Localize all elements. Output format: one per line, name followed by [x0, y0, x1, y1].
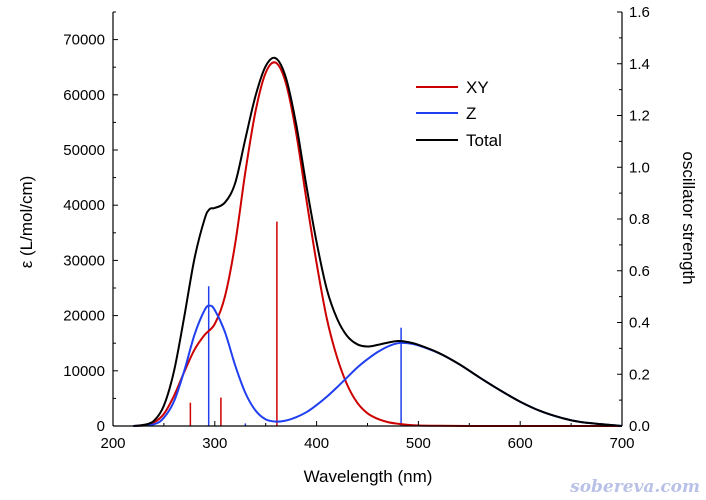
series-line-total [133, 56, 623, 427]
y2-axis-title: oscillator strength [679, 151, 698, 284]
series-line-z [133, 304, 623, 427]
y-tick-label-30000: 30000 [63, 252, 105, 269]
x-axis-title: Wavelength (nm) [304, 467, 433, 486]
y2-tick-label-0.0: 0.0 [629, 418, 650, 435]
y-tick-label-60000: 60000 [63, 87, 105, 104]
x-tick-label-500: 500 [406, 435, 431, 452]
y2-tick-label-1.0: 1.0 [629, 159, 650, 176]
y-axis-title: ε (L/mol/cm) [17, 176, 36, 269]
x-tick-label-200: 200 [100, 435, 125, 452]
y-tick-label-50000: 50000 [63, 142, 105, 159]
tick-labels: 200 300 400 500 600 700 0 10000 20000 30000 40000 5… [63, 4, 650, 452]
legend: XY Z Total [416, 78, 502, 150]
y2-tick-label-0.8: 0.8 [629, 211, 650, 228]
y2-tick-label-1.4: 1.4 [629, 56, 650, 73]
x-tick-label-700: 700 [609, 435, 634, 452]
y2-tick-label-0.2: 0.2 [629, 366, 650, 383]
spectrum-curves [133, 56, 623, 428]
x-tick-label-600: 600 [508, 435, 533, 452]
legend-label-total: Total [466, 131, 502, 150]
watermark-text: sobereva.com [569, 477, 700, 497]
y-tick-label-40000: 40000 [63, 197, 105, 214]
oscillator-sticks [189, 221, 402, 426]
y2-tick-label-0.4: 0.4 [629, 315, 650, 332]
axes [112, 11, 623, 427]
y-tick-label-0: 0 [97, 418, 105, 435]
legend-label-xy: XY [466, 78, 489, 97]
y-tick-label-70000: 70000 [63, 32, 105, 49]
y2-tick-label-1.2: 1.2 [629, 108, 650, 125]
legend-label-z: Z [466, 104, 476, 123]
y-tick-label-20000: 20000 [63, 308, 105, 325]
y2-tick-label-0.6: 0.6 [629, 263, 650, 280]
y-tick-label-10000: 10000 [63, 363, 105, 380]
x-tick-label-400: 400 [304, 435, 329, 452]
y2-tick-label-1.6: 1.6 [629, 4, 650, 21]
series-line-xy [133, 61, 623, 428]
x-tick-label-300: 300 [202, 435, 227, 452]
